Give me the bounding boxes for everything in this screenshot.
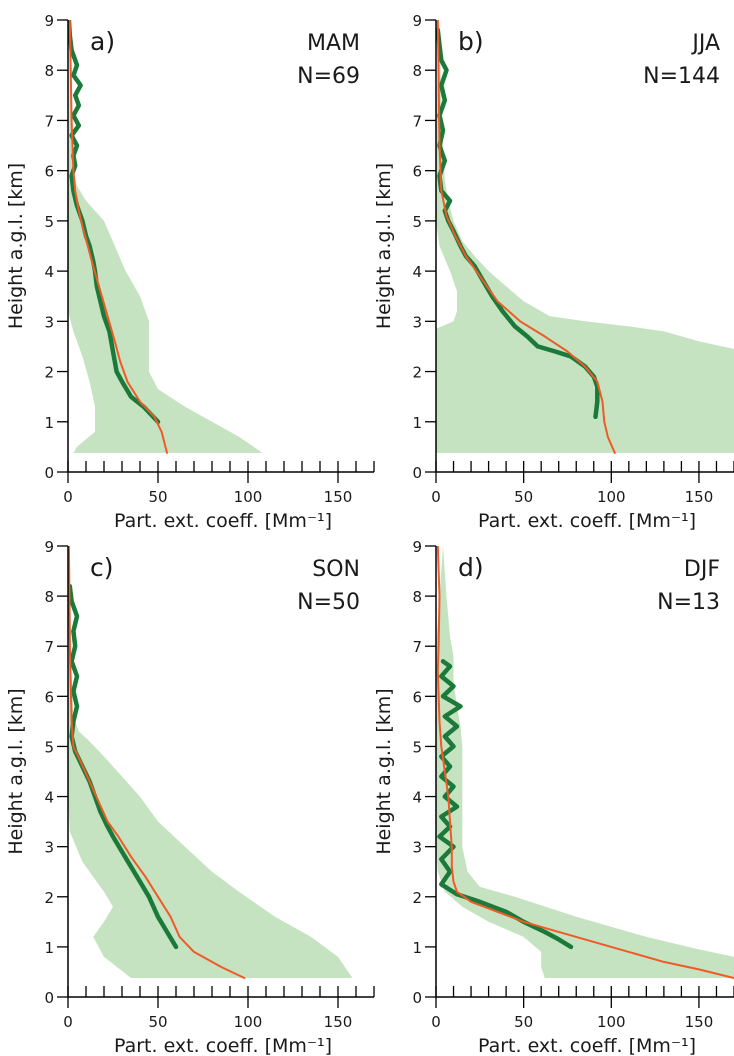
y-tick-label: 8 [412, 62, 422, 80]
y-axis-title: Height a.g.l. [km] [5, 688, 27, 854]
sample-count-label: N=69 [297, 64, 360, 89]
y-tick-label: 2 [412, 364, 422, 382]
x-tick-label: 150 [324, 488, 353, 506]
model-profile-line [436, 546, 734, 979]
y-tick-label: 3 [44, 313, 54, 331]
y-tick-label: 7 [44, 112, 54, 130]
measured-profile-line [68, 20, 161, 425]
y-tick-label: 6 [44, 688, 54, 706]
y-tick-label: 4 [412, 789, 422, 807]
y-tick-label: 4 [44, 789, 54, 807]
sample-count-label: N=50 [297, 590, 360, 615]
season-label: JJA [690, 31, 720, 56]
y-tick-label: 3 [412, 313, 422, 331]
y-tick-label: 0 [44, 464, 54, 482]
y-tick-label: 8 [44, 62, 54, 80]
plot-area [68, 546, 353, 979]
y-tick-label: 9 [412, 12, 422, 30]
x-tick-label: 150 [685, 488, 714, 506]
season-label: SON [312, 557, 360, 582]
x-tick-label: 100 [234, 488, 263, 506]
y-tick-label: 1 [412, 414, 422, 432]
y-tick-label: 5 [412, 213, 422, 231]
variability-band [436, 20, 734, 453]
x-axis-title: Part. ext. coeff. [Mm⁻¹] [114, 1035, 332, 1056]
x-tick-label: 0 [431, 1013, 441, 1031]
x-tick-label: 100 [234, 1013, 263, 1031]
y-tick-label: 1 [412, 939, 422, 957]
sample-count-label: N=144 [643, 64, 720, 89]
model-profile-line [436, 20, 616, 454]
plot-area [436, 546, 734, 979]
model-profile-line [68, 20, 168, 454]
y-tick-label: 5 [44, 738, 54, 756]
y-tick-label: 1 [44, 939, 54, 957]
y-tick-label: 5 [44, 213, 54, 231]
y-axis-title: Height a.g.l. [km] [373, 688, 395, 854]
variability-band [68, 546, 353, 978]
x-tick-label: 0 [63, 1013, 73, 1031]
plot-area [68, 20, 263, 454]
y-axis-title: Height a.g.l. [km] [373, 163, 395, 329]
season-label: MAM [307, 31, 360, 56]
x-tick-label: 50 [514, 1013, 533, 1031]
plot-area [436, 20, 734, 454]
y-tick-label: 7 [412, 638, 422, 656]
y-tick-label: 7 [412, 112, 422, 130]
y-tick-label: 6 [412, 688, 422, 706]
x-tick-label: 100 [597, 1013, 626, 1031]
sample-count-label: N=13 [657, 590, 720, 615]
panel-label: c) [90, 553, 114, 582]
y-tick-label: 2 [412, 889, 422, 907]
y-tick-label: 0 [44, 989, 54, 1007]
season-label: DJF [684, 557, 720, 582]
y-tick-label: 5 [412, 738, 422, 756]
y-tick-label: 4 [412, 263, 422, 281]
y-tick-label: 7 [44, 638, 54, 656]
y-tick-label: 0 [412, 464, 422, 482]
variability-band [68, 20, 263, 453]
panel-son: 0 1 2 3 4 5 6 7 8 9 0 50 100 150 Part. ext. coeff. [Mm… [5, 538, 375, 1056]
panel-djf: 0 1 2 3 4 5 6 7 8 9 0 50 100 150 Part. ext. coeff. [Mm… [373, 538, 734, 1056]
panel-label: b) [458, 27, 484, 56]
x-tick-label: 150 [685, 1013, 714, 1031]
y-axis-title: Height a.g.l. [km] [5, 163, 27, 329]
x-tick-label: 0 [63, 488, 73, 506]
panel-label: a) [90, 27, 115, 56]
y-tick-label: 4 [44, 263, 54, 281]
x-tick-label: 50 [514, 488, 533, 506]
y-tick-label: 6 [412, 163, 422, 181]
x-tick-label: 150 [324, 1013, 353, 1031]
panel-label: d) [458, 553, 484, 582]
y-tick-label: 3 [412, 839, 422, 857]
model-profile-line [68, 546, 246, 979]
y-tick-label: 8 [412, 588, 422, 606]
y-tick-label: 0 [412, 989, 422, 1007]
x-tick-label: 50 [148, 488, 167, 506]
y-tick-label: 6 [44, 163, 54, 181]
x-tick-label: 50 [148, 1013, 167, 1031]
y-tick-label: 1 [44, 414, 54, 432]
x-axis-title: Part. ext. coeff. [Mm⁻¹] [114, 510, 332, 532]
measured-profile-line [437, 659, 574, 950]
y-tick-label: 3 [44, 839, 54, 857]
y-tick-label: 2 [44, 364, 54, 382]
y-tick-label: 2 [44, 889, 54, 907]
panel-mam: 0 1 2 3 4 5 6 7 8 9 0 50 100 150 Part. ext. coeff. [Mm… [5, 12, 375, 532]
y-tick-label: 8 [44, 588, 54, 606]
x-tick-label: 100 [597, 488, 626, 506]
x-tick-label: 0 [431, 488, 441, 506]
x-axis-title: Part. ext. coeff. [Mm⁻¹] [478, 510, 696, 532]
y-tick-label: 9 [44, 538, 54, 556]
panel-jja: 0 1 2 3 4 5 6 7 8 9 0 50 100 150 Part. ext. coeff. [Mm… [373, 12, 734, 532]
x-axis-title: Part. ext. coeff. [Mm⁻¹] [478, 1035, 696, 1056]
y-tick-label: 9 [44, 12, 54, 30]
y-tick-label: 9 [412, 538, 422, 556]
